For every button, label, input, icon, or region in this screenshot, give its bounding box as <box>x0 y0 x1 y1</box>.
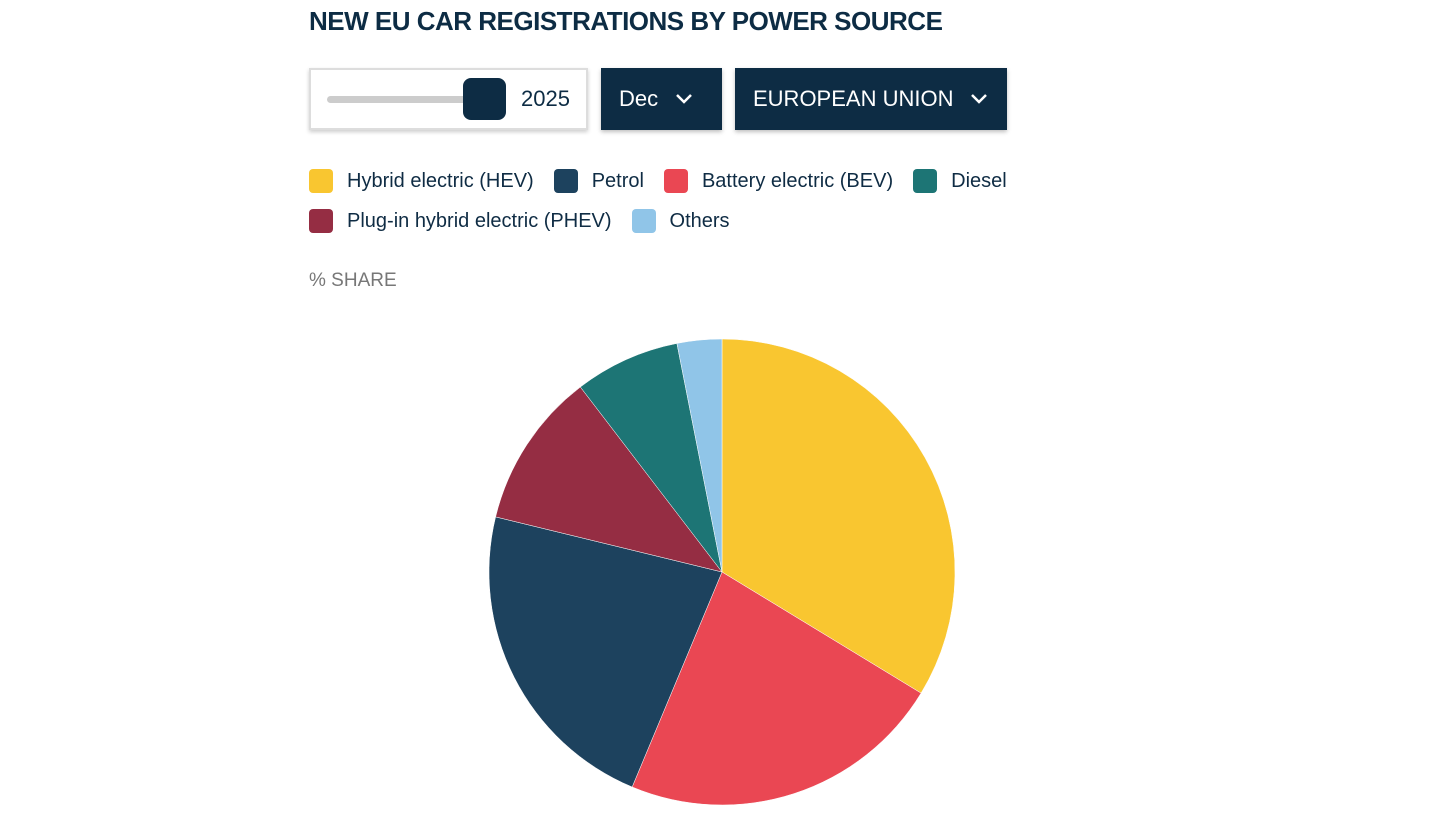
chevron <box>676 94 693 104</box>
legend-label: Diesel <box>951 169 1007 192</box>
legend-label: Battery electric (BEV) <box>701 169 894 192</box>
legend-label: Plug-in hybrid electric (PHEV) <box>347 209 612 232</box>
chevron <box>971 94 988 104</box>
legend-item[interactable]: Battery electric (BEV) <box>663 166 894 196</box>
unit-label: % SHARE <box>309 270 397 291</box>
legend-label: Hybrid electric (HEV) <box>347 169 534 192</box>
legend-item[interactable]: Others <box>631 206 730 236</box>
month-label: Dec <box>619 86 659 111</box>
legend-swatch <box>309 169 333 193</box>
legend-swatch <box>553 169 578 193</box>
legend-item[interactable]: Hybrid electric (HEV) <box>309 166 534 196</box>
pie-slice <box>721 338 956 694</box>
pie-slice <box>631 571 922 806</box>
legend-swatch <box>663 169 688 193</box>
slider-thumb[interactable] <box>463 78 506 120</box>
pie-slice <box>676 338 723 573</box>
legend-item[interactable]: Petrol <box>553 166 644 196</box>
legend-item[interactable]: Diesel <box>913 166 1007 196</box>
year-slider[interactable]: 2025 <box>309 68 588 130</box>
legend-swatch <box>631 209 656 233</box>
legend-swatch <box>309 209 333 233</box>
pie-slice <box>495 386 723 573</box>
legend-label: Others <box>669 209 730 232</box>
region-label: EUROPEAN UNION <box>753 86 954 111</box>
legend-label: Petrol <box>591 169 644 192</box>
year-label: 2025 <box>521 86 570 111</box>
pie-slice <box>488 516 723 788</box>
legend-item[interactable]: Plug-in hybrid electric (PHEV) <box>309 206 612 236</box>
chart-title: NEW EU CAR REGISTRATIONS BY POWER SOURCE <box>309 6 943 36</box>
pie-slice <box>580 343 723 573</box>
region-dropdown[interactable]: EUROPEAN UNION <box>735 68 1007 130</box>
legend: Hybrid electric (HEV) Battery electric (B… <box>309 166 1009 236</box>
month-dropdown[interactable]: Dec <box>601 68 722 130</box>
slider-track <box>327 96 487 103</box>
legend-swatch <box>913 169 938 193</box>
